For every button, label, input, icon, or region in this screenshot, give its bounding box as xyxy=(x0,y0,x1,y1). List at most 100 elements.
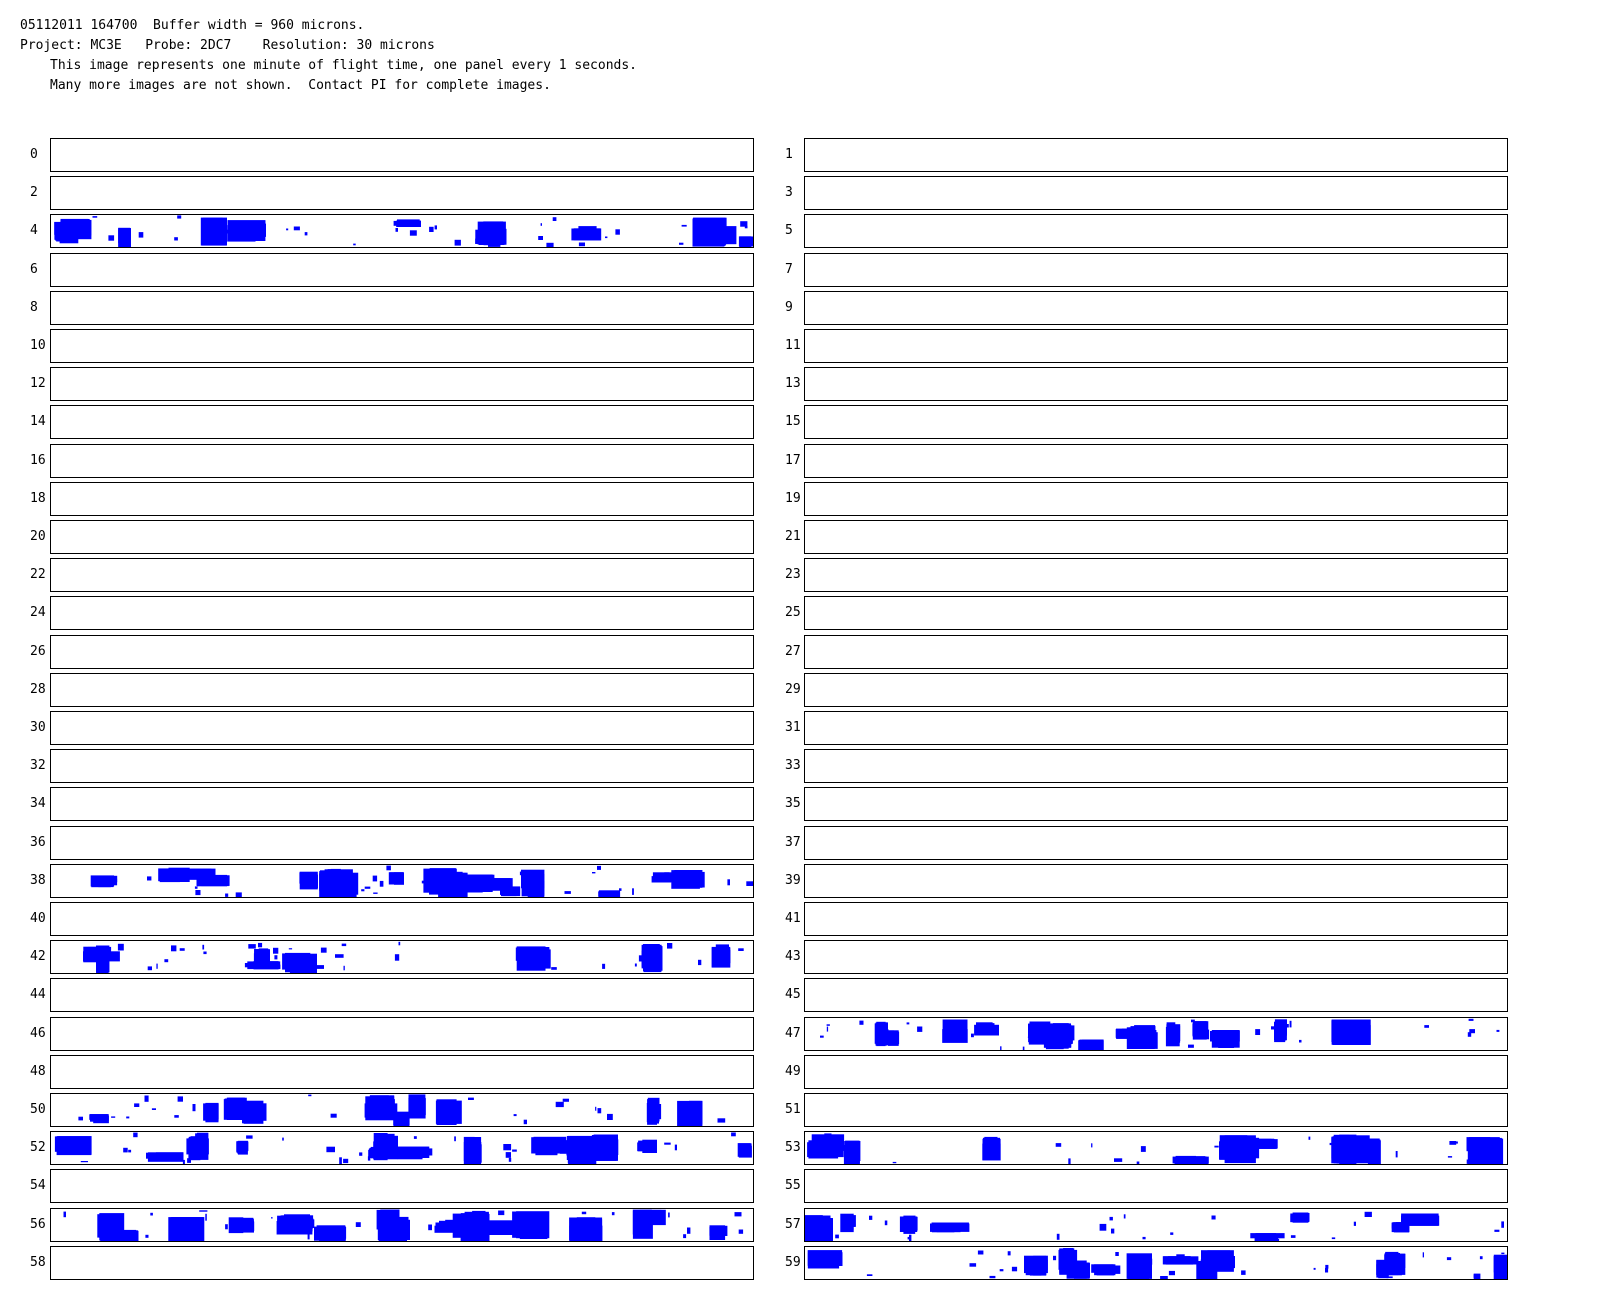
particle-blob xyxy=(429,868,456,889)
particle-blob xyxy=(1473,1273,1481,1279)
particle-blob xyxy=(80,1161,88,1163)
panel-label: 6 xyxy=(30,262,38,277)
particle-blob xyxy=(1468,1018,1474,1021)
particle-blob xyxy=(976,1022,993,1033)
panel-label: 9 xyxy=(785,300,793,315)
particle-blob xyxy=(1241,1270,1246,1275)
particle-blob xyxy=(1168,1256,1191,1265)
particle-blob xyxy=(475,238,479,244)
particle-blob xyxy=(564,891,571,894)
particle-blob xyxy=(200,217,227,246)
header-project-probe: Project: MC3E Probe: 2DC7 Resolution: 30… xyxy=(20,38,435,53)
particle-blob xyxy=(314,1226,346,1241)
particle-blob xyxy=(203,951,207,955)
particle-blob xyxy=(1377,1261,1389,1274)
particle-blob xyxy=(698,959,702,966)
header: 05112011 164700 Buffer width = 960 micro… xyxy=(20,16,637,96)
particle-blob xyxy=(578,226,597,236)
particle-blob xyxy=(888,1030,899,1046)
particle-blob xyxy=(373,892,378,894)
particle-blob xyxy=(379,880,384,887)
particle-blob xyxy=(516,1211,550,1239)
panel-label: 59 xyxy=(785,1255,801,1270)
particle-blob xyxy=(540,223,542,226)
panel-label: 17 xyxy=(785,453,801,468)
particle-blob xyxy=(812,1136,838,1156)
particle-blob xyxy=(551,967,557,970)
particle-blob xyxy=(367,1156,371,1161)
particle-image-panel xyxy=(804,1055,1508,1089)
particle-blob xyxy=(1362,1029,1365,1032)
particle-blob xyxy=(505,1152,511,1158)
particle-blob xyxy=(186,1138,209,1155)
panel-label: 54 xyxy=(30,1178,46,1193)
particle-blob xyxy=(138,232,144,238)
particle-blob xyxy=(709,1227,725,1236)
particle-blob xyxy=(293,226,300,231)
particle-blob xyxy=(581,1211,587,1215)
particle-blob xyxy=(562,1098,569,1102)
particle-blob xyxy=(1069,1262,1084,1274)
particle-blob xyxy=(1172,1156,1209,1164)
panel-label: 19 xyxy=(785,491,801,506)
panel-label: 18 xyxy=(30,491,46,506)
particle-blob xyxy=(286,228,289,231)
particle-blob xyxy=(1228,1137,1260,1159)
particle-blob xyxy=(1136,1263,1139,1267)
particle-image-panel xyxy=(50,864,754,898)
particle-blob xyxy=(237,1146,246,1154)
particle-blob xyxy=(1109,1216,1113,1221)
particle-blob xyxy=(418,1150,422,1156)
particle-blob xyxy=(1191,1019,1195,1023)
particle-blob xyxy=(602,963,606,969)
particle-blob xyxy=(1331,1020,1369,1042)
particle-blob xyxy=(1402,1215,1438,1224)
particle-blob xyxy=(884,1220,888,1226)
particle-blob xyxy=(1055,1143,1062,1147)
particle-image-panel xyxy=(804,978,1508,1012)
particle-blob xyxy=(126,1116,130,1119)
particle-blob xyxy=(341,943,347,947)
particle-blob xyxy=(513,1114,517,1117)
particle-image-panel xyxy=(50,1208,754,1242)
panel-label: 22 xyxy=(30,567,46,582)
particle-blob xyxy=(398,941,401,946)
particle-image-panel xyxy=(804,1093,1508,1127)
panel-label: 41 xyxy=(785,911,801,926)
particle-blob xyxy=(717,1118,726,1123)
particle-blob xyxy=(78,1116,83,1121)
particle-blob xyxy=(147,966,152,971)
particle-image-panel xyxy=(50,253,754,287)
particle-blob xyxy=(599,891,616,897)
particle-blob xyxy=(826,1024,830,1026)
particle-blob xyxy=(906,1022,910,1025)
particle-blob xyxy=(92,216,98,218)
particle-blob xyxy=(117,943,124,951)
particle-blob xyxy=(326,1146,335,1153)
particle-image-panel xyxy=(804,902,1508,936)
particle-blob xyxy=(238,1218,254,1231)
particle-blob xyxy=(944,1020,962,1041)
particle-blob xyxy=(198,1227,201,1234)
particle-blob xyxy=(258,942,263,948)
particle-blob xyxy=(368,1151,404,1159)
panel-label: 29 xyxy=(785,682,801,697)
particle-blob xyxy=(835,1234,839,1239)
particle-blob xyxy=(711,947,731,968)
panel-label: 42 xyxy=(30,949,46,964)
panel-label: 48 xyxy=(30,1064,46,1079)
particle-blob xyxy=(1091,1143,1093,1148)
particle-image-panel xyxy=(804,826,1508,860)
particle-image-panel xyxy=(804,1246,1508,1280)
particle-blob xyxy=(615,229,620,235)
particle-blob xyxy=(364,886,371,889)
particle-blob xyxy=(989,1275,996,1279)
particle-image-panel xyxy=(804,711,1508,745)
particle-blob xyxy=(1313,1267,1316,1270)
particle-blob xyxy=(1447,1156,1453,1158)
particle-image-panel xyxy=(804,367,1508,401)
particle-blob xyxy=(977,1250,984,1255)
particle-blob xyxy=(394,954,400,961)
particle-blob xyxy=(463,1142,482,1161)
